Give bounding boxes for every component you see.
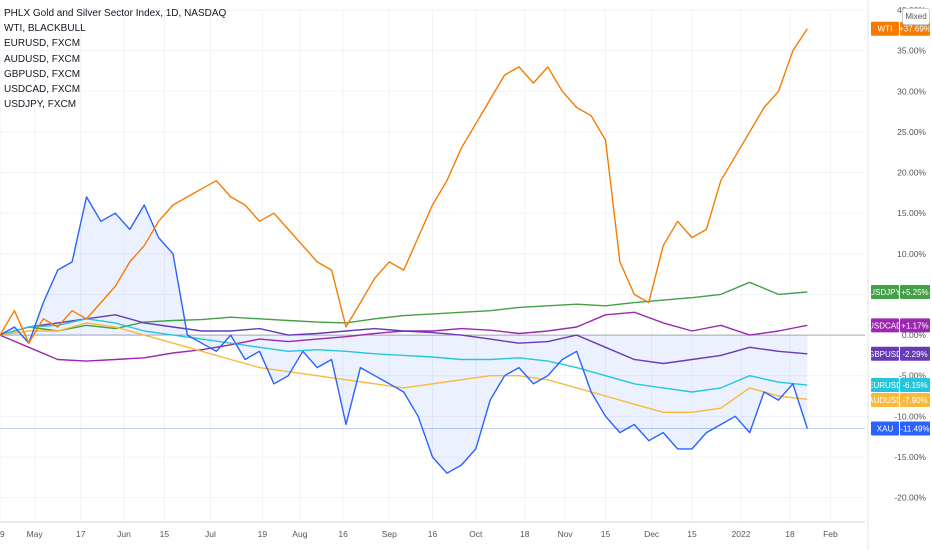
- legend: PHLX Gold and Silver Sector Index, 1D, N…: [4, 6, 226, 112]
- y-tick-label: 30.00%: [897, 86, 926, 96]
- badge-name: EURUSD: [868, 381, 902, 390]
- badge-name: GBPUSD: [868, 350, 902, 359]
- badge-value-bg: [900, 21, 930, 36]
- x-tick-label: 18: [785, 529, 795, 539]
- legend-gbpusd[interactable]: GBPUSD, FXCM: [4, 68, 81, 80]
- badge-value-bg: [900, 346, 930, 361]
- x-tick-label: 19: [258, 529, 268, 539]
- badge-name-bg: [871, 346, 899, 361]
- badge-value-bg: [900, 393, 930, 408]
- x-tick-label: Sep: [382, 529, 397, 539]
- badge-name-bg: [871, 318, 899, 333]
- badge-name: USDCAD: [868, 321, 902, 330]
- y-tick-label: -20.00%: [894, 493, 926, 503]
- badge-eurusd: EURUSD -6.15%: [868, 378, 930, 393]
- y-axis: 40.00%35.00%30.00%25.00%20.00%15.00%10.0…: [867, 0, 927, 550]
- badge-usdjpy: USDJPY +5.25%: [869, 285, 930, 300]
- x-tick-label: 15: [160, 529, 170, 539]
- badge-wti: WTI +37.69%: [871, 21, 931, 36]
- legend-main-title: PHLX Gold and Silver Sector Index, 1D, N…: [4, 8, 227, 19]
- badge-value: -7.90%: [902, 396, 927, 405]
- x-tick-label: 17: [76, 529, 86, 539]
- x-axis: 19 May 17 Jun 15 Jul 19 Aug 16 Sep 16 Oct 18 Nov 15 Dec…: [0, 521, 865, 539]
- badge-value-bg: [900, 318, 930, 333]
- x-tick-label: 15: [687, 529, 697, 539]
- badge-xau: XAU -11.49%: [871, 421, 930, 436]
- series-line-gbpusd: [0, 314, 808, 365]
- y-tick-label: 15.00%: [897, 208, 926, 218]
- y-tick-label: 20.00%: [897, 168, 926, 178]
- x-tick-label: 16: [428, 529, 438, 539]
- y-tick-label: -10.00%: [894, 411, 926, 421]
- y-tick-label: 35.00%: [897, 46, 926, 56]
- x-tick-label: 16: [338, 529, 348, 539]
- badge-value-bg: [900, 421, 930, 436]
- xau-area: [0, 196, 865, 474]
- series-line-audusd: [0, 322, 808, 413]
- badge-value: -6.15%: [902, 381, 927, 390]
- x-tick-label: Aug: [292, 529, 307, 539]
- series-line-usdjpy: [0, 281, 808, 336]
- badge-value-bg: [900, 285, 930, 300]
- y-tick-label: 25.00%: [897, 127, 926, 137]
- badge-value: +5.25%: [901, 288, 928, 297]
- value-badges: WTI +37.69% USDJPY +5.25% USDCAD +1.17% GBPUSD…: [868, 21, 931, 436]
- x-tick-label: 18: [520, 529, 530, 539]
- badge-value: +37.69%: [899, 25, 931, 34]
- badge-audusd: AUDUSD -7.90%: [868, 393, 930, 408]
- x-tick-label: Nov: [558, 529, 574, 539]
- badge-name-bg: [871, 421, 899, 436]
- legend-wti[interactable]: WTI, BLACKBULL: [4, 23, 86, 35]
- badge-name-bg: [871, 393, 899, 408]
- x-tick-label: 15: [601, 529, 611, 539]
- badge-name: XAU: [877, 425, 894, 434]
- x-tick-label: Oct: [469, 529, 483, 539]
- x-tick-label: Jun: [117, 529, 131, 539]
- badge-name-bg: [871, 21, 899, 36]
- y-tick-label: -5.00%: [899, 371, 926, 381]
- x-tick-label: 19: [0, 529, 5, 539]
- badge-usdcad: USDCAD +1.17%: [868, 318, 930, 333]
- x-tick-label: Jul: [205, 529, 216, 539]
- x-tick-label: Feb: [823, 529, 838, 539]
- scale-mode-button[interactable]: Mixed: [902, 8, 930, 25]
- badge-name-bg: [871, 378, 899, 393]
- x-tick-label: 2022: [732, 529, 751, 539]
- series-line-wti: [0, 28, 808, 344]
- badge-value: -2.29%: [902, 350, 927, 359]
- xau-area-fill: [0, 196, 808, 474]
- badge-name: USDJPY: [869, 288, 901, 297]
- legend-eurusd[interactable]: EURUSD, FXCM: [4, 38, 81, 50]
- series-line-xau: [0, 196, 808, 474]
- badge-gbpusd: GBPUSD -2.29%: [868, 346, 930, 361]
- badge-value: +1.17%: [901, 321, 928, 330]
- y-tick-label: 0.00%: [902, 330, 927, 340]
- badge-name: WTI: [878, 25, 893, 34]
- badge-name-bg: [871, 285, 899, 300]
- legend-audusd[interactable]: AUDUSD, FXCM: [4, 53, 81, 65]
- grid: [0, 9, 865, 522]
- y-tick-label: -15.00%: [894, 452, 926, 462]
- badge-value: -11.49%: [900, 425, 929, 434]
- x-tick-label: May: [27, 529, 44, 539]
- badge-value-bg: [900, 378, 930, 393]
- series-line-eurusd: [0, 318, 808, 393]
- x-tick-label: Dec: [644, 529, 660, 539]
- legend-usdjpy[interactable]: USDJPY, FXCM: [4, 99, 77, 111]
- badge-name: AUDUSD: [868, 396, 902, 405]
- series-lines: [0, 28, 808, 474]
- legend-usdcad[interactable]: USDCAD, FXCM: [4, 84, 81, 96]
- y-tick-label: 10.00%: [897, 249, 926, 259]
